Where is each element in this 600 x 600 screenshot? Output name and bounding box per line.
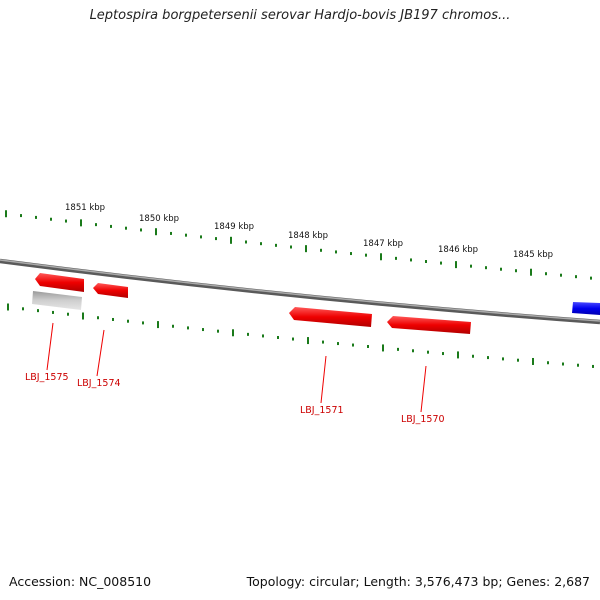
gene-lbj-1574[interactable] <box>93 283 128 298</box>
gene-blue[interactable] <box>572 302 600 315</box>
genome-summary-text: Topology: circular; Length: 3,576,473 bp… <box>246 574 590 589</box>
outer-scale-ticks <box>5 210 592 280</box>
scale-labels: 1851 kbp 1850 kbp 1849 kbp 1848 kbp 1847… <box>65 203 553 260</box>
gene-label-lbj-1575: LBJ_1575 <box>25 372 69 383</box>
genes <box>32 273 600 334</box>
scale-label-1845: 1845 kbp <box>513 250 553 260</box>
gene-lbj-1575[interactable] <box>35 273 84 292</box>
gene-gray[interactable] <box>32 291 82 310</box>
inner-scale-ticks <box>7 303 594 368</box>
scale-label-1850: 1850 kbp <box>139 214 179 224</box>
gene-lbj-1571[interactable] <box>289 307 372 327</box>
gene-label-lbj-1574: LBJ_1574 <box>77 378 121 389</box>
gene-label-lbj-1571: LBJ_1571 <box>300 405 344 416</box>
gene-labels: LBJ_1575 LBJ_1574 LBJ_1571 LBJ_1570 <box>25 372 445 425</box>
accession-text: Accession: NC_008510 <box>9 574 152 589</box>
scale-label-1848: 1848 kbp <box>288 231 328 241</box>
gene-label-leaders <box>46 322 427 413</box>
chromosome-backbone <box>0 258 600 325</box>
gene-lbj-1570[interactable] <box>387 316 471 334</box>
scale-label-1847: 1847 kbp <box>363 239 403 249</box>
scale-label-1851: 1851 kbp <box>65 203 105 213</box>
gene-label-lbj-1570: LBJ_1570 <box>401 414 445 425</box>
map-title: Leptospira borgpetersenii serovar Hardjo… <box>89 8 511 23</box>
scale-label-1849: 1849 kbp <box>214 222 254 232</box>
scale-label-1846: 1846 kbp <box>438 245 478 255</box>
